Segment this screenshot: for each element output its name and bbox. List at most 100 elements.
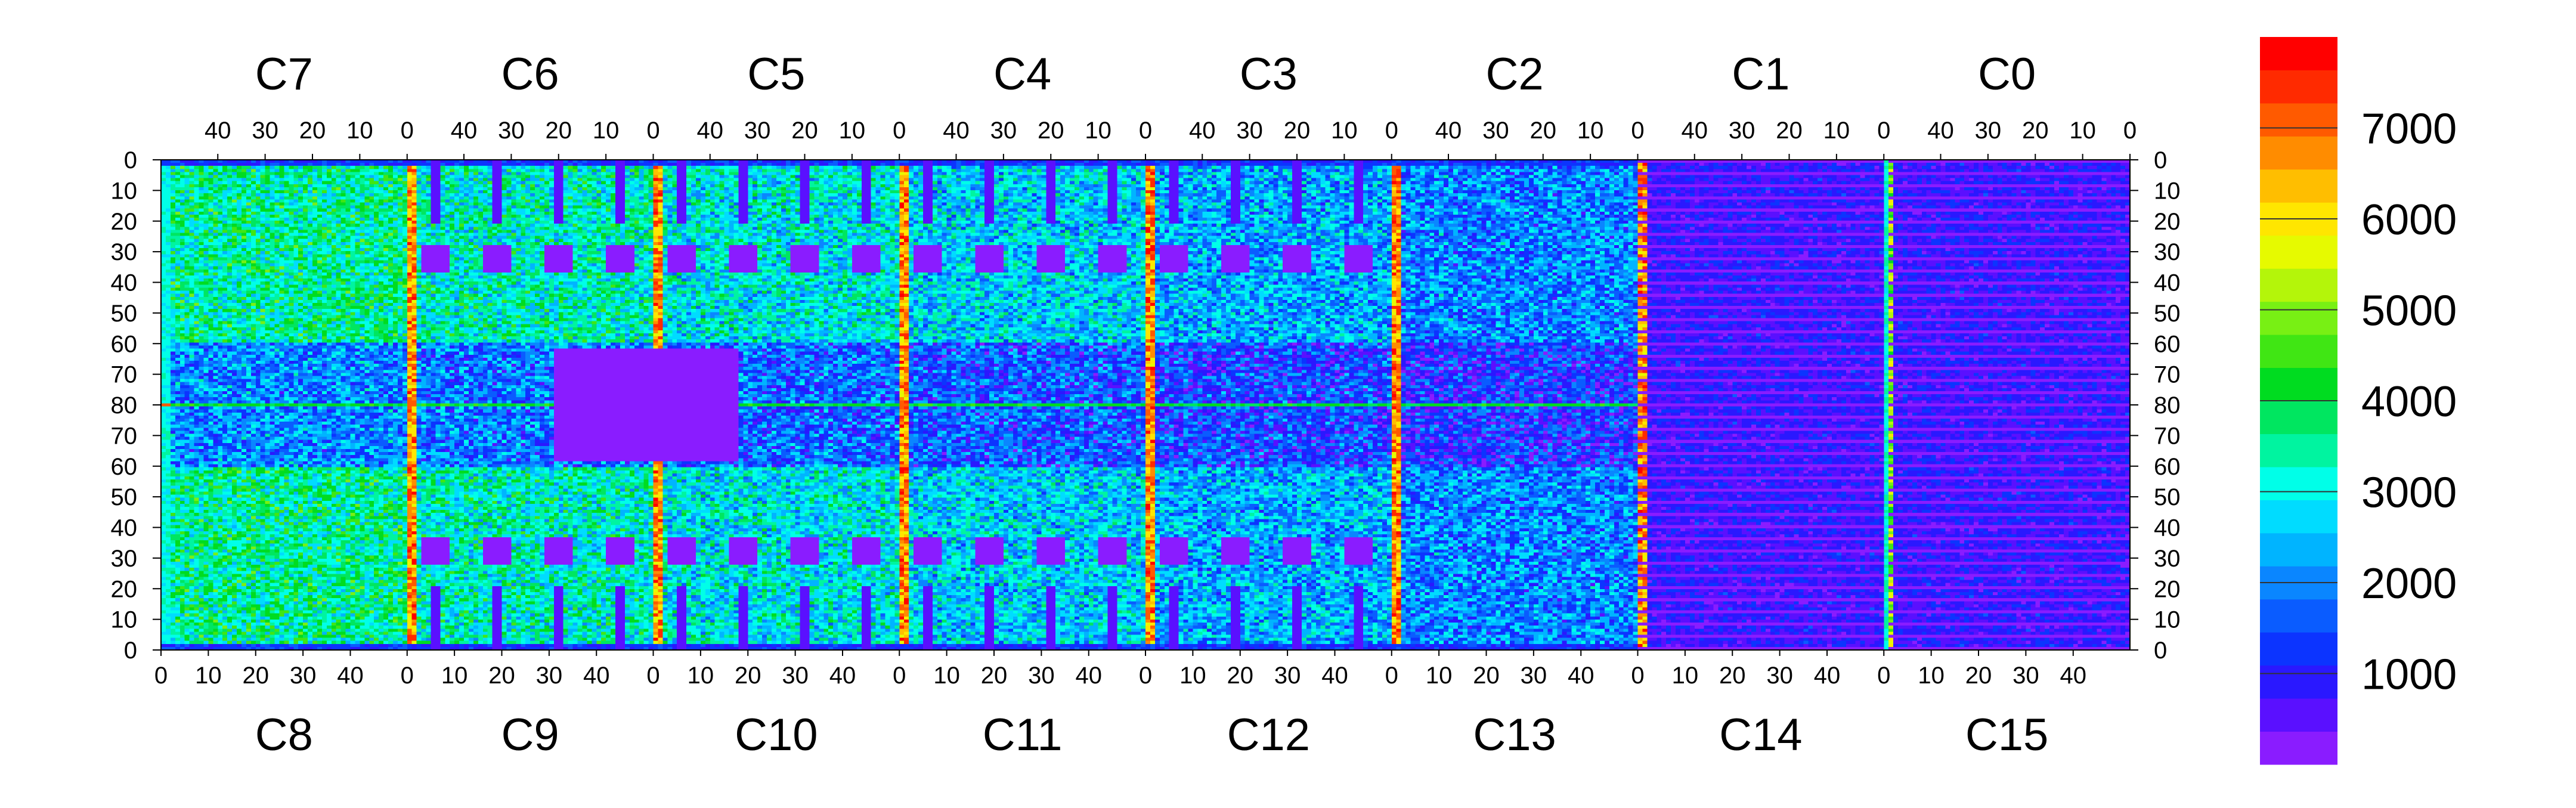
top-column-tick: 10 <box>2069 117 2096 144</box>
top-column-tick: 40 <box>1682 117 1708 144</box>
top-chip-label: C0 <box>1978 49 2036 100</box>
bottom-column-tick: 10 <box>1672 663 1699 689</box>
top-chip-label: C5 <box>747 49 805 100</box>
bottom-column-tick: 10 <box>195 663 222 689</box>
right-row-tick: 30 <box>2154 239 2181 265</box>
right-row-tick: 10 <box>2154 607 2181 633</box>
bottom-chip-label: C9 <box>501 710 559 760</box>
right-row-tick: 70 <box>2154 362 2181 388</box>
right-row-tick: 60 <box>2154 331 2181 357</box>
left-row-tick: 20 <box>111 209 138 235</box>
top-column-tick: 0 <box>646 117 660 144</box>
top-column-tick: 30 <box>1729 117 1755 144</box>
colorbar: 1000 2000 3000 4000 5000 6000 7000 <box>2260 37 2457 765</box>
colorbar-tick-label: 1000 <box>2361 651 2457 699</box>
right-row-tick: 20 <box>2154 576 2181 602</box>
top-column-tick: 0 <box>2123 117 2137 144</box>
top-chip-label: C4 <box>993 49 1051 100</box>
top-column-tick: 30 <box>1975 117 2002 144</box>
bottom-column-tick: 20 <box>1473 663 1500 689</box>
bottom-chip-label: C15 <box>1965 710 2048 760</box>
right-row-tick: 40 <box>2154 515 2181 541</box>
bottom-column-tick: 20 <box>735 663 761 689</box>
bottom-column-tick: 0 <box>1631 663 1644 689</box>
top-column-tick: 40 <box>451 117 478 144</box>
right-row-tick: 70 <box>2154 423 2181 449</box>
top-column-tick: 20 <box>791 117 818 144</box>
bottom-column-tick: 20 <box>1227 663 1254 689</box>
colorbar-segment <box>2260 698 2337 732</box>
colorbar-segment <box>2260 268 2337 302</box>
bottom-column-tick: 0 <box>1385 663 1398 689</box>
left-row-tick: 40 <box>111 270 138 296</box>
bottom-chip-label: C11 <box>983 710 1063 760</box>
top-column-tick: 30 <box>990 117 1017 144</box>
left-row-tick: 20 <box>111 576 138 602</box>
left-row-tick: 60 <box>111 454 138 480</box>
colorbar-segment <box>2260 235 2337 269</box>
bottom-column-tick: 10 <box>441 663 468 689</box>
left-row-tick: 50 <box>111 301 138 327</box>
top-column-tick: 30 <box>1482 117 1509 144</box>
bottom-column-tick: 30 <box>1274 663 1301 689</box>
colorbar-segment <box>2260 401 2337 434</box>
right-row-tick: 80 <box>2154 392 2181 419</box>
heatmap-grid <box>160 159 2131 651</box>
left-row-tick: 70 <box>111 362 138 388</box>
bottom-column-tick: 30 <box>1028 663 1055 689</box>
top-chip-label: C7 <box>255 49 313 100</box>
top-column-tick: 20 <box>299 117 326 144</box>
bottom-column-tick: 20 <box>488 663 515 689</box>
left-row-tick: 0 <box>124 147 137 174</box>
colorbar-segment <box>2260 335 2337 369</box>
top-column-tick: 40 <box>697 117 724 144</box>
left-row-tick: 30 <box>111 239 138 265</box>
bottom-column-tick: 40 <box>583 663 610 689</box>
top-column-tick: 30 <box>1236 117 1263 144</box>
colorbar-segment <box>2260 500 2337 534</box>
bottom-chip-label: C12 <box>1227 710 1310 760</box>
right-row-tick: 50 <box>2154 484 2181 510</box>
colorbar-segment <box>2260 533 2337 566</box>
top-column-tick: 0 <box>401 117 414 144</box>
colorbar-segment <box>2260 301 2337 335</box>
bottom-column-tick: 0 <box>646 663 660 689</box>
left-row-tick: 80 <box>111 392 138 419</box>
bottom-column-tick: 40 <box>1568 663 1594 689</box>
top-column-tick: 20 <box>1530 117 1557 144</box>
bottom-column-tick: 30 <box>290 663 317 689</box>
colorbar-tick-label: 5000 <box>2361 287 2457 335</box>
left-row-tick: 50 <box>111 484 138 510</box>
left-row-tick: 10 <box>111 607 138 633</box>
bottom-column-tick: 10 <box>1426 663 1453 689</box>
top-column-tick: 0 <box>1631 117 1644 144</box>
bottom-column-tick: 30 <box>536 663 563 689</box>
colorbar-segment <box>2260 599 2337 633</box>
bottom-column-tick: 0 <box>893 663 906 689</box>
top-column-tick: 0 <box>1385 117 1398 144</box>
top-chip-label: C3 <box>1240 49 1298 100</box>
bottom-column-tick: 0 <box>401 663 414 689</box>
top-column-tick: 40 <box>1927 117 1954 144</box>
bottom-column-tick: 10 <box>933 663 960 689</box>
right-row-tick: 60 <box>2154 454 2181 480</box>
top-column-tick: 10 <box>1085 117 1111 144</box>
colorbar-segment <box>2260 169 2337 203</box>
colorbar-segment <box>2260 665 2337 699</box>
top-chip-label: C2 <box>1486 49 1544 100</box>
bottom-column-tick: 0 <box>154 663 168 689</box>
bottom-column-tick: 40 <box>1321 663 1348 689</box>
colorbar-segment <box>2260 70 2337 104</box>
bottom-column-tick: 20 <box>981 663 1008 689</box>
bottom-column-tick: 40 <box>2060 663 2087 689</box>
top-chip-label: C6 <box>501 49 559 100</box>
top-column-tick: 10 <box>1331 117 1358 144</box>
top-column-tick: 30 <box>252 117 278 144</box>
top-column-tick: 0 <box>893 117 906 144</box>
bottom-column-tick: 20 <box>1965 663 1992 689</box>
left-row-tick: 0 <box>124 637 137 664</box>
bottom-chip-label: C10 <box>735 710 818 760</box>
bottom-column-tick: 0 <box>1877 663 1890 689</box>
bottom-column-tick: 40 <box>337 663 364 689</box>
